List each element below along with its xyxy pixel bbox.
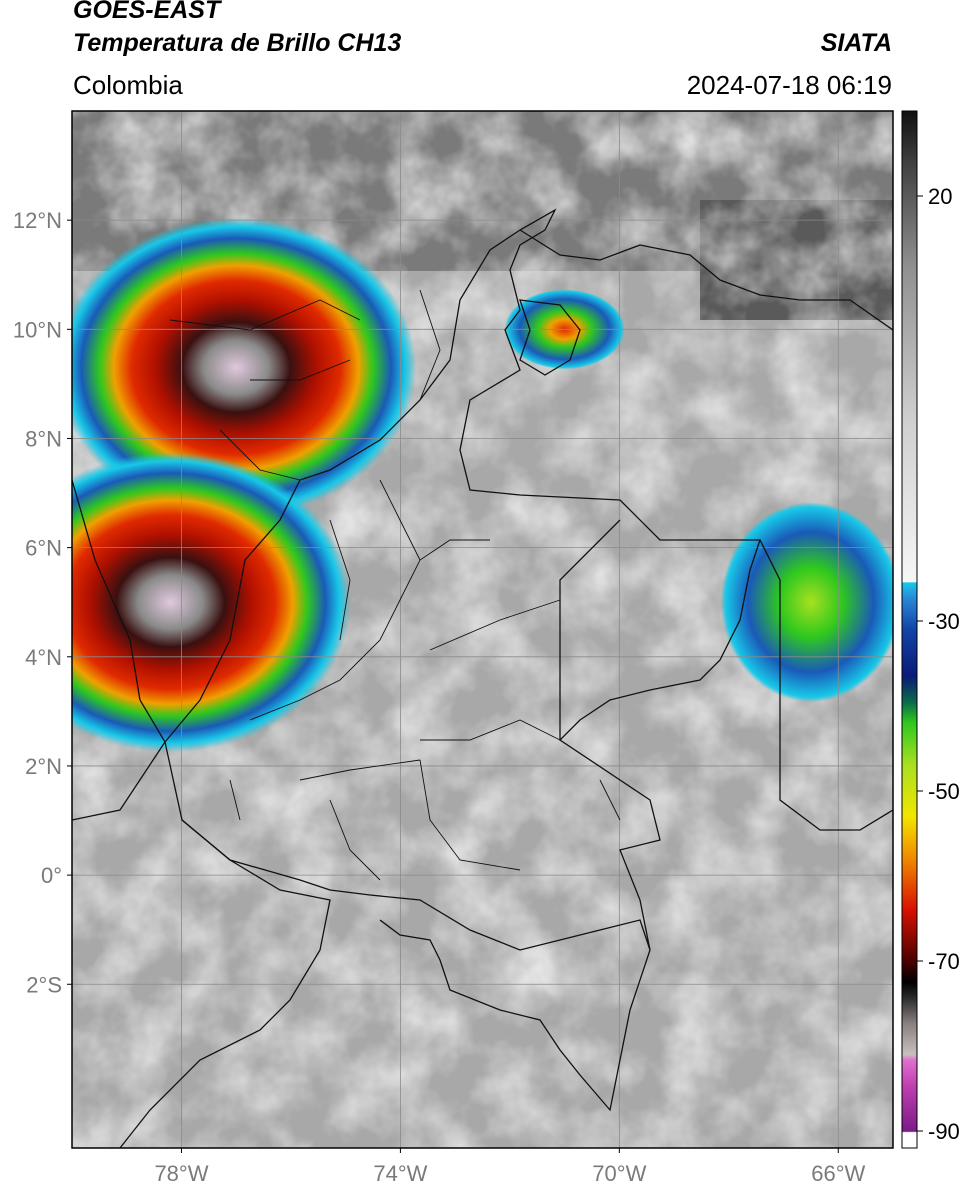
longitude-axis: 78°W 74°W 70°W 66°W xyxy=(154,1148,866,1186)
lon-tick-label: 70°W xyxy=(592,1161,646,1186)
lon-tick-label: 74°W xyxy=(373,1161,427,1186)
lat-tick-label: 8°N xyxy=(25,426,62,451)
brazil-border xyxy=(559,519,893,831)
cloud-cluster-pacific xyxy=(72,452,351,753)
lat-tick-label: 10°N xyxy=(13,317,62,342)
pacific-coast xyxy=(72,479,166,821)
maracaibo-basin xyxy=(519,299,581,376)
map-gridlines xyxy=(72,111,893,1148)
lat-tick-label: 0° xyxy=(41,863,62,888)
colorbar-tick-label: -70 xyxy=(928,949,960,974)
lat-tick-label: 2°S xyxy=(26,972,62,997)
brand-label: SIATA xyxy=(820,29,892,57)
colorbar-ramp xyxy=(901,110,918,1149)
colorbar-tick-label: 20 xyxy=(928,184,952,209)
title-line-2: Temperatura de Brillo CH13 xyxy=(73,29,402,57)
lon-tick-label: 66°W xyxy=(811,1161,865,1186)
lat-tick-label: 4°N xyxy=(25,645,62,670)
region-label: Colombia xyxy=(73,70,183,100)
lat-tick-label: 12°N xyxy=(13,208,62,233)
cloud-cluster-east xyxy=(720,502,893,703)
colombia-border xyxy=(164,208,761,1112)
venezuela-coast xyxy=(519,229,893,331)
lat-tick-label: 6°N xyxy=(25,536,62,561)
colorbar-tick-label: -30 xyxy=(928,609,960,634)
colorbar: 20 -30 -50 -70 -90 xyxy=(901,110,960,1149)
colorbar-tick-label: -90 xyxy=(928,1119,960,1144)
lat-tick-label: 2°N xyxy=(25,754,62,779)
timestamp-label: 2024-07-18 06:19 xyxy=(686,70,892,100)
cloud-cluster-caribbean xyxy=(72,217,417,518)
country-borders xyxy=(72,208,893,1148)
map-frame xyxy=(71,110,894,1149)
title-line-1: GOES-EAST xyxy=(73,0,221,24)
internal-divisions xyxy=(169,289,621,881)
satellite-image xyxy=(72,111,893,1148)
latitude-axis: 12°N 10°N 8°N 6°N 4°N 2°N 0° 2°S xyxy=(13,208,72,997)
colorbar-tick-label: -50 xyxy=(928,779,960,804)
ecuador-peru-border xyxy=(119,819,331,1148)
lon-tick-label: 78°W xyxy=(154,1161,208,1186)
